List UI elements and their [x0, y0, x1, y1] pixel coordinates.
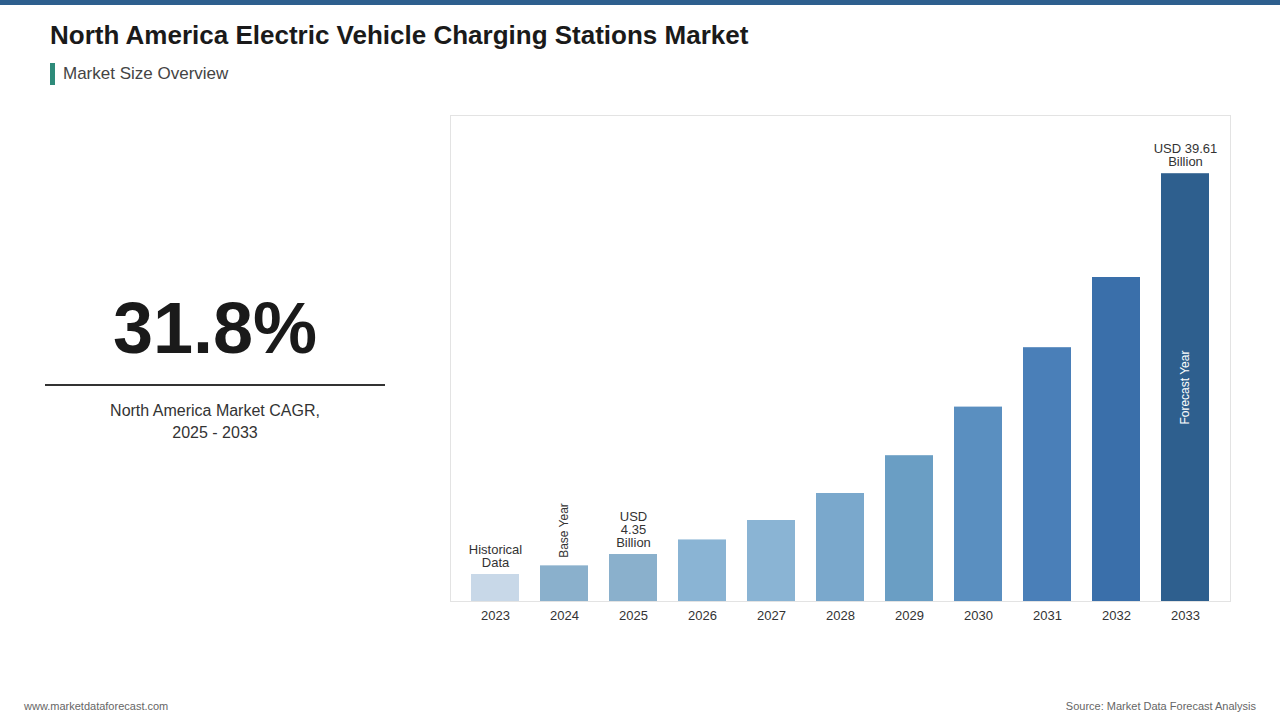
- svg-text:2031: 2031: [1033, 608, 1062, 623]
- svg-text:2033: 2033: [1171, 608, 1200, 623]
- svg-text:USD 39.61Billion: USD 39.61Billion: [1154, 141, 1218, 169]
- svg-text:2028: 2028: [826, 608, 855, 623]
- svg-text:Base Year: Base Year: [557, 503, 571, 558]
- svg-text:2032: 2032: [1102, 608, 1131, 623]
- svg-text:2030: 2030: [964, 608, 993, 623]
- html-text:North America Electric Vehicle: North America Electric Vehicle Charging …: [50, 20, 749, 50]
- svg-text:2025: 2025: [619, 608, 648, 623]
- html-text:Market Size Overview: Market Size Overview: [63, 64, 229, 83]
- svg-text:Forecast Year: Forecast Year: [1178, 351, 1192, 425]
- svg-text:2029: 2029: [895, 608, 924, 623]
- html-text:www.marketdataforecast.com: www.marketdataforecast.com: [24, 700, 169, 712]
- svg-text:2023: 2023: [481, 608, 510, 623]
- svg-text:USD4.35Billion: USD4.35Billion: [616, 509, 651, 550]
- svg-text:2024: 2024: [550, 608, 579, 623]
- html-text:Source: Market Data Forecast A: Source: Market Data Forecast Analysis: [1065, 700, 1256, 712]
- svg-text:HistoricalData: HistoricalData: [469, 542, 523, 570]
- svg-text:2026: 2026: [688, 608, 717, 623]
- html-text:North America Market CAGR, 202: North America Market CAGR, 2025 - 2033: [110, 402, 320, 441]
- html-text:31.8%: 31.8%: [112, 288, 318, 368]
- svg-text:2027: 2027: [757, 608, 786, 623]
